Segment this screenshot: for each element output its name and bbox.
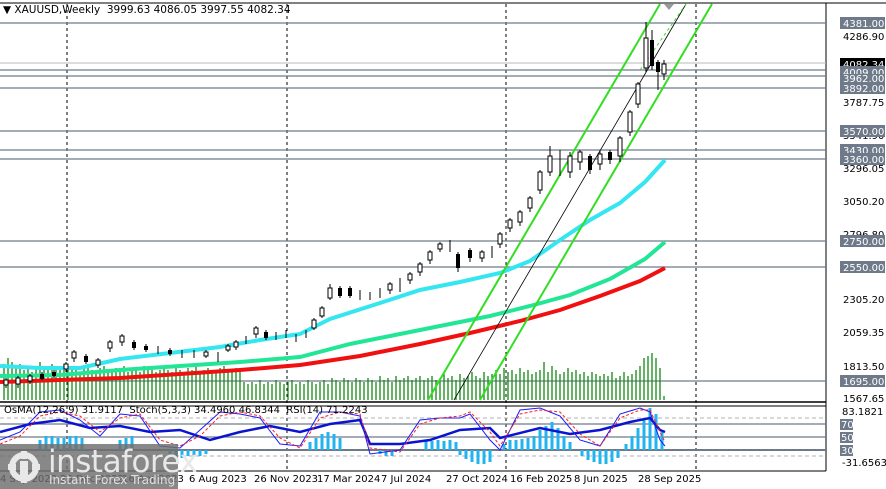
- svg-text:3570.00: 3570.00: [843, 127, 884, 138]
- svg-text:4286.90: 4286.90: [843, 32, 884, 43]
- subwindow-header: OsMA(12,26,9) 31.9117 Stoch(5,3,3) 34.49…: [4, 405, 368, 416]
- logo-gear-icon: [8, 451, 40, 483]
- svg-text:83.1821: 83.1821: [842, 407, 883, 418]
- instaforex-logo: instaforex Instant Forex Trading: [0, 444, 198, 489]
- svg-text:7 Jul 2024: 7 Jul 2024: [381, 474, 431, 485]
- svg-text:3360.00: 3360.00: [843, 155, 884, 166]
- level-labels: 4381.00 4082.34 4009.00 3962.00 3892.00 …: [840, 17, 885, 388]
- rsi-line: [0, 416, 666, 446]
- dropdown-triangle-icon[interactable]: ▼: [3, 4, 15, 16]
- svg-text:3430.00: 3430.00: [843, 146, 884, 157]
- svg-text:70: 70: [841, 420, 854, 431]
- subwindow-axis: 83.1821 70 50 30 -31.6563: [840, 407, 886, 469]
- svg-text:1567.65: 1567.65: [843, 394, 884, 405]
- logo-tagline: Instant Forex Trading: [49, 473, 176, 487]
- ma-fast-cyan: [0, 158, 667, 370]
- regression-channel: [427, 3, 713, 401]
- svg-text:3787.75: 3787.75: [843, 98, 884, 109]
- svg-text:26 Nov 2023: 26 Nov 2023: [254, 474, 318, 485]
- svg-text:3296.05: 3296.05: [843, 164, 884, 175]
- stoch-signal: [0, 409, 666, 453]
- ma-slow-red: [0, 266, 666, 384]
- svg-text:2059.35: 2059.35: [843, 328, 884, 339]
- svg-text:30: 30: [841, 446, 854, 457]
- volume-histogram: [3, 353, 665, 400]
- svg-text:28 Sep 2025: 28 Sep 2025: [638, 474, 701, 485]
- svg-text:4009.00: 4009.00: [843, 68, 884, 79]
- chart-header: ▼ XAUUSD,Weekly 3999.63 4086.05 3997.55 …: [3, 4, 291, 16]
- horizontal-levels: [0, 22, 826, 382]
- svg-text:6 Aug 2023: 6 Aug 2023: [189, 474, 247, 485]
- svg-text:1813.50: 1813.50: [843, 362, 884, 373]
- bear-candles: [40, 40, 660, 379]
- svg-text:2305.20: 2305.20: [843, 295, 884, 306]
- svg-text:-31.6563: -31.6563: [842, 458, 886, 469]
- svg-text:3962.00: 3962.00: [843, 74, 884, 85]
- svg-text:8 Jun 2025: 8 Jun 2025: [574, 474, 628, 485]
- logo-brand: instaforex: [48, 444, 198, 480]
- candles: [3, 22, 667, 388]
- svg-text:1695.00: 1695.00: [843, 377, 884, 388]
- channel-median: [453, 3, 687, 401]
- svg-text:3892.00: 3892.00: [843, 84, 884, 95]
- svg-text:2550.00: 2550.00: [843, 263, 884, 274]
- svg-text:50: 50: [841, 433, 854, 444]
- svg-text:3050.20: 3050.20: [843, 197, 884, 208]
- svg-text:17 Mar 2024: 17 Mar 2024: [317, 474, 380, 485]
- indicator-subwindow: [0, 407, 826, 464]
- svg-text:4381.00: 4381.00: [843, 19, 884, 30]
- symbol-ohlc: XAUUSD,Weekly 3999.63 4086.05 3997.55 40…: [14, 4, 291, 16]
- svg-text:2750.00: 2750.00: [843, 237, 884, 248]
- svg-text:16 Feb 2025: 16 Feb 2025: [510, 474, 572, 485]
- svg-text:4082.34: 4082.34: [843, 60, 884, 71]
- stoch-main: [0, 407, 666, 455]
- svg-text:27 Oct 2024: 27 Oct 2024: [446, 474, 508, 485]
- ma-mid-green: [0, 240, 667, 378]
